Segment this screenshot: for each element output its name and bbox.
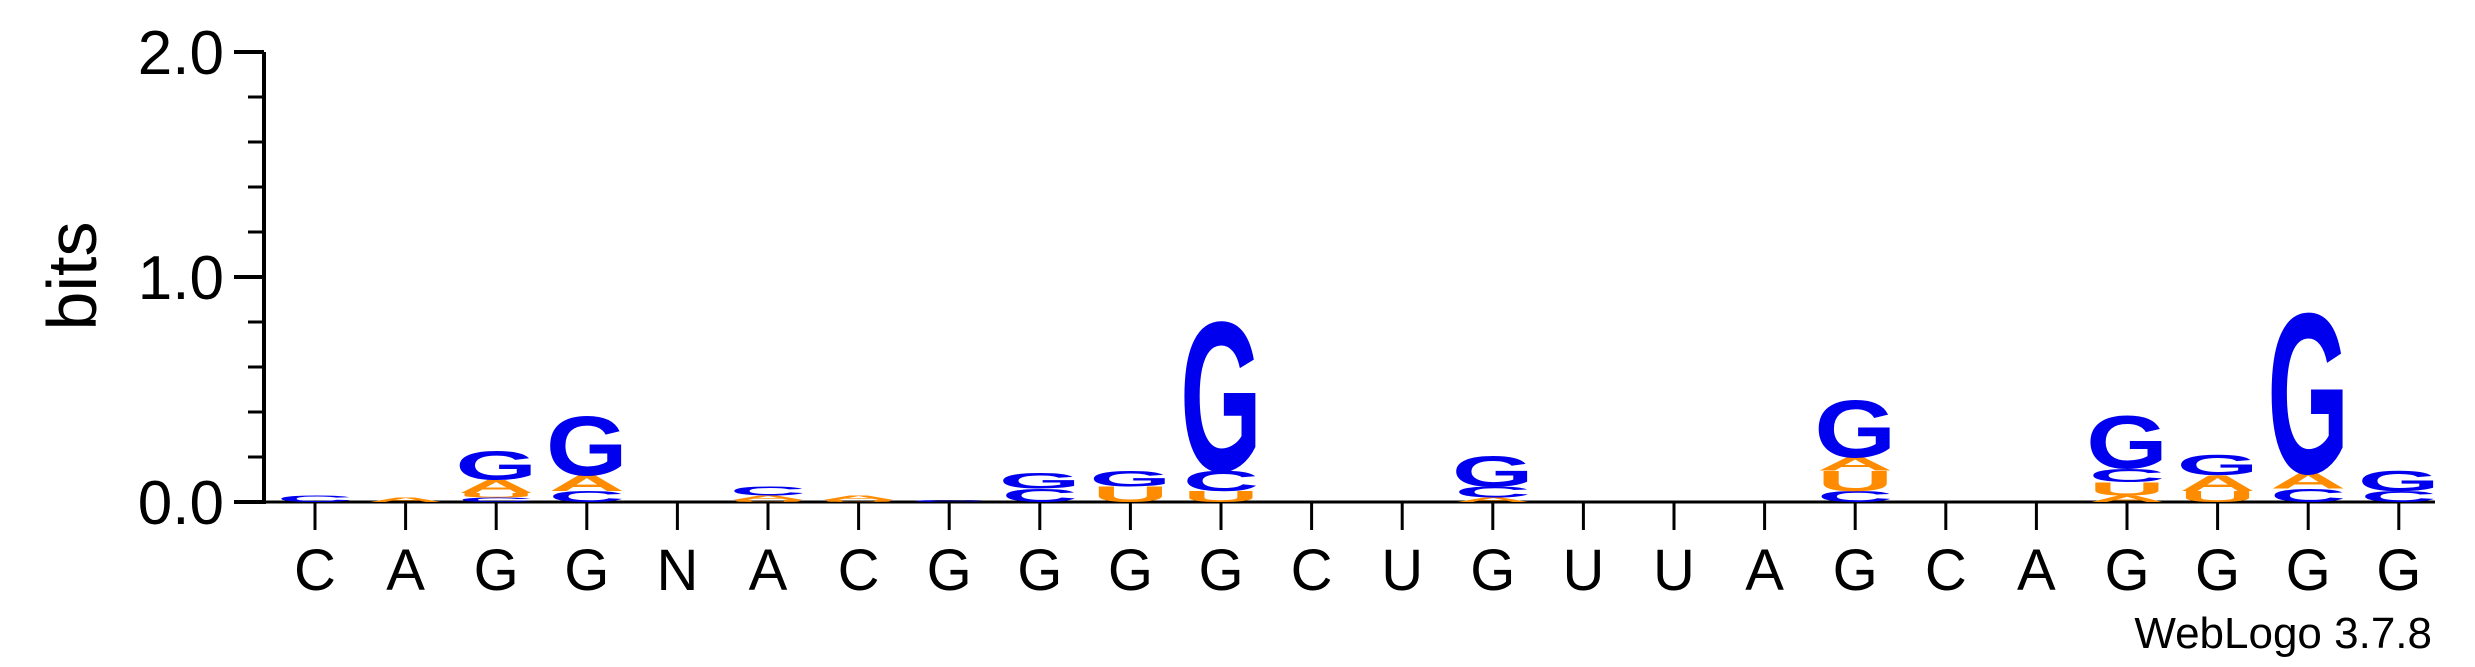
logo-letter-u: U — [1817, 465, 1893, 497]
position-label: N — [656, 538, 698, 603]
logo-letter-g: G — [2358, 465, 2440, 497]
logo-letter-a: A — [730, 494, 806, 501]
logo-letter-g: G — [2177, 450, 2259, 482]
logo-letter-g: G — [999, 469, 1081, 494]
logo-letter-c: C — [2089, 465, 2165, 486]
logo-letter-a: A — [2180, 471, 2256, 496]
position-label: G — [1108, 538, 1153, 603]
position-label: G — [927, 538, 972, 603]
logo-letter-a: A — [2089, 493, 2165, 504]
logo-letter-c: C — [549, 488, 625, 506]
logo-letter-a: A — [821, 494, 897, 501]
logo-letter-u: U — [821, 499, 897, 503]
logo-letter-a: A — [1817, 454, 1893, 475]
position-label: G — [474, 538, 519, 603]
logo-letter-g: G — [1090, 467, 1172, 492]
position-label: C — [294, 538, 336, 603]
y-tick-label: 2.0 — [138, 19, 224, 88]
position-label: G — [2376, 538, 2421, 603]
logo-letter-c: C — [1002, 485, 1078, 506]
logo-letter-c: C — [1817, 488, 1893, 506]
position-label: G — [564, 538, 609, 603]
logo-letter-g: G — [455, 443, 537, 489]
position-label: U — [1381, 538, 1423, 603]
logo-letter-c: C — [2270, 485, 2346, 506]
logo-letter-u: U — [1183, 488, 1259, 506]
y-tick-label: 0.0 — [138, 469, 224, 538]
logo-letter-c: C — [1455, 483, 1531, 501]
y-axis-ticks: 0.0 1.0 2.0 — [138, 19, 264, 538]
logo-letter-g: G — [1814, 383, 1896, 474]
position-label: G — [1470, 538, 1515, 603]
logo-letter-u: U — [2089, 479, 2165, 500]
y-tick-label: 1.0 — [138, 244, 224, 313]
position-label: C — [838, 538, 880, 603]
weblogo-credit: WebLogo 3.7.8 — [2134, 609, 2432, 658]
y-axis-label: bits — [33, 222, 111, 331]
position-label: A — [2017, 538, 2056, 603]
logo-letter-c: C — [458, 496, 534, 503]
logo-letter-c: C — [911, 499, 987, 503]
logo-letter-c: C — [1183, 465, 1259, 497]
logo-letter-g: G — [1452, 447, 1534, 496]
logo-letter-g: G — [2267, 264, 2349, 521]
logo-letter-u: U — [730, 499, 806, 503]
position-label: C — [1291, 538, 1333, 603]
position-label: G — [1198, 538, 1243, 603]
logo-letter-g: G — [2086, 401, 2168, 485]
logo-letter-a: A — [549, 471, 625, 496]
position-label: G — [2286, 538, 2331, 603]
logo-letter-u: U — [458, 492, 534, 499]
logo-letter-g: G — [1180, 278, 1262, 517]
logo-letter-a: A — [2270, 469, 2346, 494]
logo-letter-u: U — [2180, 488, 2256, 506]
position-label: G — [1017, 538, 1062, 603]
position-label: G — [2195, 538, 2240, 603]
position-label: U — [1653, 538, 1695, 603]
position-label: U — [1562, 538, 1604, 603]
position-label: A — [1745, 538, 1784, 603]
position-label: G — [1833, 538, 1878, 603]
position-label: C — [1925, 538, 1967, 603]
logo-letter-a: A — [368, 496, 444, 503]
logo-letter-c: C — [277, 493, 353, 504]
logo-letter-c: C — [2361, 488, 2437, 506]
logo-letter-a: A — [1455, 496, 1531, 503]
logo-letter-c: C — [730, 484, 806, 498]
position-label: A — [749, 538, 788, 603]
position-label: A — [386, 538, 425, 603]
logo-letter-g: G — [546, 400, 628, 494]
logo-letter-a: A — [458, 476, 534, 497]
position-label: G — [2104, 538, 2149, 603]
